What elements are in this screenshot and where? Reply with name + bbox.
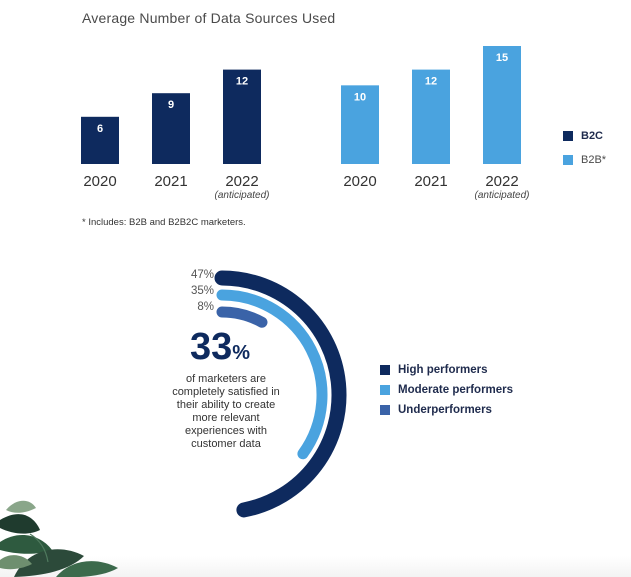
x-tick-label: 2021 [154,173,187,190]
x-tick-note: (anticipated) [474,190,529,201]
x-tick-label: 2021 [414,173,447,190]
bar [152,93,190,164]
legend-item-high: High performers [380,364,513,376]
x-tick-note: (anticipated) [214,190,269,201]
legend-item-under: Underperformers [380,404,513,416]
bar-chart: 6202092021122022(anticipated)10202012202… [81,46,530,201]
bar [412,69,450,164]
bar-value-label: 6 [97,123,103,135]
arc [216,289,328,460]
arc-value-label: 35% [191,285,214,297]
bar [223,69,261,164]
bar-value-label: 15 [496,52,508,64]
bar [483,46,521,164]
legend-label-b2b: B2B* [581,154,607,166]
arc-value-label: 8% [197,301,214,313]
bar-value-label: 9 [168,99,174,111]
legend-item-b2c: B2C [563,130,606,142]
leaf-decoration-icon [0,500,118,577]
arc [214,270,347,518]
legend-swatch-moderate [380,385,390,395]
bottom-band [0,556,631,577]
legend-item-b2b: B2B* [563,154,606,166]
footnote: * Includes: B2B and B2B2C marketers. [82,217,246,228]
legend-label-under: Underperformers [398,404,492,416]
stat-value: 33% [190,328,250,366]
legend-label-moderate: Moderate performers [398,384,514,396]
chart-title: Average Number of Data Sources Used [82,10,336,26]
legend-label-b2c: B2C [581,130,604,142]
legend-swatch-b2c [563,131,573,141]
stat-unit: % [232,342,251,364]
stat-description: of marketers are completely satisfied in… [172,373,280,450]
x-tick-label: 2022 [225,173,258,190]
legend-item-moderate: Moderate performers [380,384,513,396]
legend-swatch-under [380,405,390,415]
x-tick-label: 2020 [83,173,116,190]
bar-value-label: 10 [354,91,366,103]
bar-legend: B2C B2B* [563,130,606,166]
bar [81,116,119,164]
x-tick-label: 2022 [485,173,518,190]
bar-value-label: 12 [236,76,248,88]
radial-legend: High performers Moderate performers Unde… [380,364,513,416]
bar-value-label: 12 [425,76,437,88]
legend-swatch-b2b [563,155,573,165]
legend-swatch-high [380,365,390,375]
x-tick-label: 2020 [343,173,376,190]
arc-value-label: 47% [191,269,214,281]
legend-label-high: High performers [398,364,488,376]
bar [341,85,379,164]
arc [216,306,268,328]
stat-number: 33 [190,326,233,368]
